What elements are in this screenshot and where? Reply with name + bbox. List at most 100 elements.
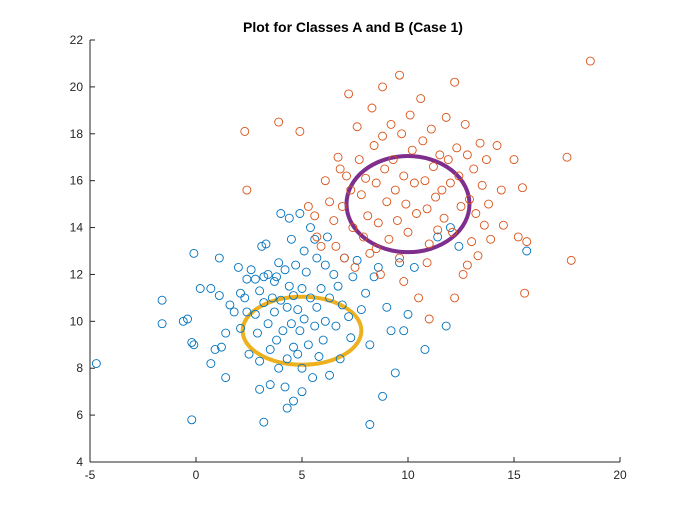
point-class-a bbox=[236, 323, 245, 333]
point-class-a bbox=[403, 309, 413, 319]
point-class-a bbox=[225, 300, 235, 310]
point-class-b bbox=[388, 155, 398, 165]
point-class-b bbox=[240, 126, 250, 136]
y-tick-label: 8 bbox=[76, 361, 83, 375]
point-class-a bbox=[269, 307, 279, 317]
point-class-b bbox=[329, 216, 339, 225]
point-class-b bbox=[325, 197, 335, 207]
point-class-b bbox=[369, 141, 379, 150]
point-class-a bbox=[382, 302, 392, 312]
point-class-a bbox=[195, 284, 205, 293]
point-class-a bbox=[409, 262, 419, 272]
point-class-a bbox=[272, 272, 282, 282]
point-class-a bbox=[206, 284, 216, 293]
point-class-b bbox=[274, 117, 284, 127]
point-class-a bbox=[274, 258, 284, 268]
point-class-b bbox=[424, 239, 434, 249]
point-class-a bbox=[320, 260, 330, 270]
point-class-b bbox=[418, 136, 428, 146]
point-class-a bbox=[333, 281, 343, 291]
point-class-b bbox=[420, 176, 430, 186]
point-class-a bbox=[189, 248, 199, 258]
point-class-a bbox=[221, 373, 231, 383]
point-class-a bbox=[399, 326, 409, 336]
point-class-a bbox=[289, 396, 298, 406]
decision-ellipse-1 bbox=[240, 294, 364, 367]
point-class-b bbox=[242, 185, 252, 195]
point-class-a bbox=[325, 293, 335, 303]
point-class-b bbox=[392, 216, 402, 225]
point-class-b bbox=[403, 227, 413, 237]
point-class-a bbox=[348, 272, 358, 282]
point-class-a bbox=[320, 316, 330, 326]
point-class-b bbox=[498, 220, 508, 230]
point-class-b bbox=[371, 178, 381, 188]
point-class-b bbox=[378, 82, 388, 92]
point-class-a bbox=[395, 258, 404, 268]
point-class-a bbox=[284, 213, 294, 223]
point-class-a bbox=[261, 239, 271, 249]
point-class-b bbox=[361, 173, 371, 183]
point-class-b bbox=[316, 241, 326, 251]
point-class-b bbox=[443, 155, 453, 165]
point-class-a bbox=[189, 340, 199, 350]
point-class-a bbox=[259, 298, 269, 308]
point-class-b bbox=[492, 141, 502, 150]
point-class-b bbox=[348, 223, 358, 233]
point-class-b bbox=[585, 56, 595, 66]
point-class-a bbox=[331, 321, 341, 331]
point-class-a bbox=[286, 234, 296, 244]
point-class-a bbox=[369, 272, 379, 282]
ellipses-layer bbox=[240, 154, 472, 367]
point-class-b bbox=[522, 237, 532, 247]
point-class-b bbox=[363, 211, 373, 221]
point-class-b bbox=[409, 178, 419, 188]
point-class-b bbox=[484, 199, 494, 209]
point-class-a bbox=[293, 305, 303, 315]
point-class-a bbox=[210, 345, 220, 354]
point-class-a bbox=[242, 274, 252, 284]
point-class-b bbox=[405, 110, 415, 120]
point-class-b bbox=[437, 185, 447, 195]
point-class-a bbox=[289, 342, 298, 352]
point-class-a bbox=[216, 342, 226, 352]
point-class-b bbox=[452, 143, 462, 153]
point-class-b bbox=[367, 103, 377, 113]
point-class-b bbox=[312, 232, 322, 242]
x-tick-label: 10 bbox=[401, 468, 415, 482]
point-class-b bbox=[448, 227, 457, 237]
point-class-b bbox=[407, 145, 417, 155]
point-class-a bbox=[282, 403, 292, 413]
chart-title: Plot for Classes A and B (Case 1) bbox=[243, 19, 463, 35]
point-class-a bbox=[303, 340, 313, 350]
point-class-b bbox=[422, 258, 432, 268]
point-class-b bbox=[454, 171, 464, 181]
point-class-a bbox=[178, 316, 188, 326]
point-class-a bbox=[297, 363, 307, 373]
point-class-b bbox=[342, 171, 351, 181]
point-class-b bbox=[356, 190, 366, 200]
point-class-b bbox=[460, 119, 470, 129]
point-class-b bbox=[371, 244, 381, 254]
point-class-a bbox=[267, 293, 277, 303]
point-class-b bbox=[399, 277, 409, 286]
point-class-a bbox=[286, 319, 296, 329]
point-class-a bbox=[306, 223, 315, 233]
point-class-a bbox=[441, 321, 451, 331]
point-class-a bbox=[276, 209, 286, 218]
point-class-a bbox=[433, 232, 443, 242]
point-class-a bbox=[221, 328, 231, 338]
point-class-a bbox=[352, 255, 362, 265]
point-class-b bbox=[295, 126, 305, 136]
point-class-a bbox=[157, 319, 167, 329]
point-class-a bbox=[325, 370, 335, 380]
point-class-b bbox=[378, 131, 388, 141]
point-class-b bbox=[395, 253, 404, 263]
point-class-a bbox=[183, 314, 192, 324]
point-class-b bbox=[496, 185, 506, 195]
point-class-a bbox=[297, 387, 307, 397]
y-tick-label: 18 bbox=[70, 127, 84, 141]
point-class-b bbox=[339, 253, 349, 263]
point-class-b bbox=[513, 232, 523, 242]
x-tick-label: 15 bbox=[507, 468, 521, 482]
